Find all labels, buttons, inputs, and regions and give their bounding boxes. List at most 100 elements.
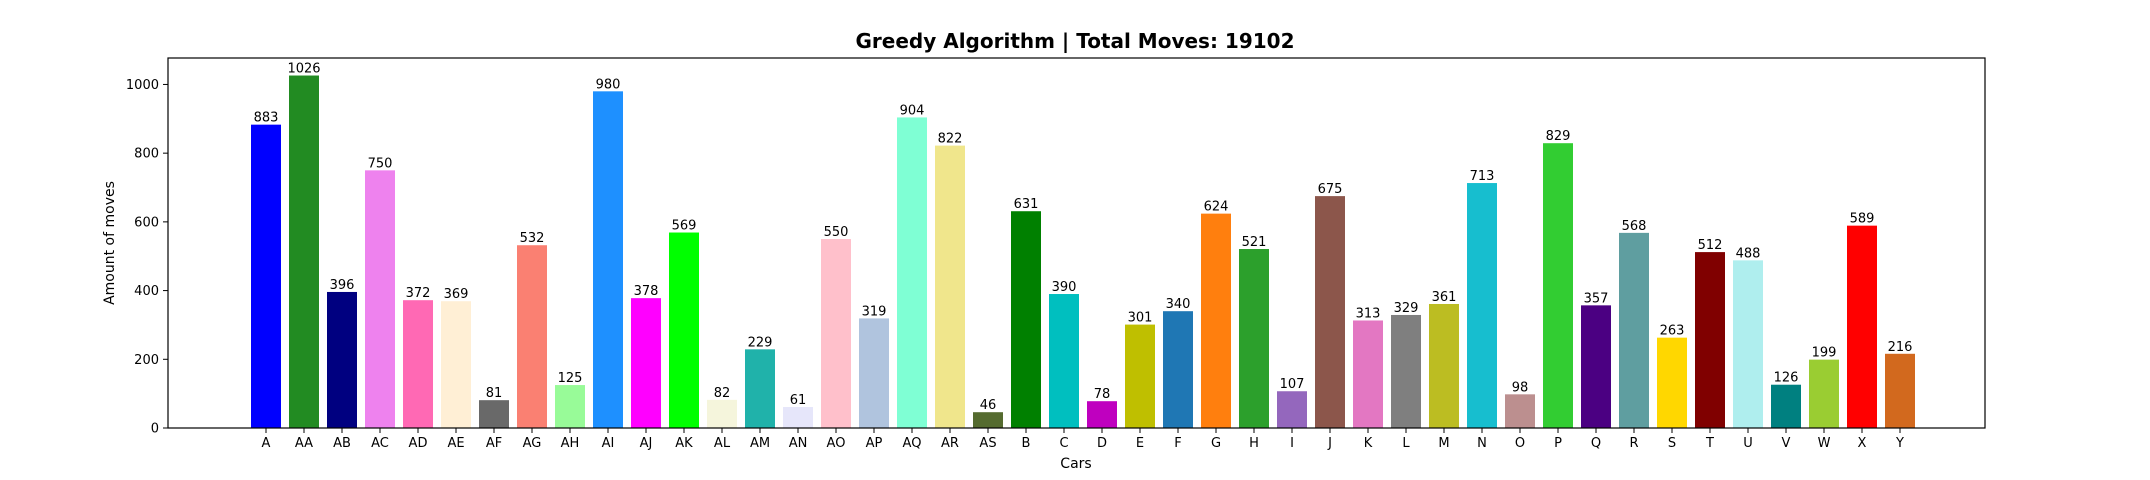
x-tick-label-d: D [1097, 436, 1107, 451]
x-tick-label-aj: AJ [640, 436, 653, 451]
bar-an [783, 407, 813, 428]
data-label-al: 82 [714, 386, 731, 401]
data-label-ap: 319 [862, 304, 887, 319]
bar-aa [289, 75, 319, 429]
bar-j [1315, 196, 1345, 428]
x-tick-label-h: H [1249, 436, 1259, 451]
data-label-ai: 980 [596, 77, 621, 92]
data-label-c: 390 [1052, 280, 1077, 295]
y-tick-label-400: 400 [134, 284, 159, 299]
data-label-as: 46 [980, 398, 997, 413]
x-tick-label-ab: AB [333, 436, 351, 451]
x-tick-label-an: AN [789, 436, 808, 451]
bar-am [745, 349, 775, 428]
data-label-ak: 569 [672, 219, 697, 234]
data-label-k: 313 [1356, 306, 1381, 321]
x-tick-label-v: V [1782, 436, 1791, 451]
bar-g [1201, 213, 1231, 428]
x-tick-label-ad: AD [409, 436, 428, 451]
data-label-q: 357 [1584, 291, 1609, 306]
bar-k [1353, 320, 1383, 428]
x-tick-label-ah: AH [561, 436, 580, 451]
data-label-ae: 369 [444, 287, 469, 302]
bar-y [1885, 353, 1915, 428]
bar-t [1695, 252, 1725, 428]
data-label-h: 521 [1242, 235, 1267, 250]
data-label-am: 229 [748, 335, 773, 350]
x-tick-label-n: N [1477, 436, 1487, 451]
data-label-n: 713 [1470, 169, 1495, 184]
data-label-b: 631 [1014, 197, 1039, 212]
y-tick-label-1000: 1000 [126, 78, 159, 93]
bar-u [1733, 260, 1763, 428]
y-tick-label-600: 600 [134, 215, 159, 230]
bar-ao [821, 239, 851, 428]
bar-q [1581, 305, 1611, 428]
data-label-an: 61 [790, 393, 807, 408]
x-tick-label-ai: AI [602, 436, 615, 451]
bar-r [1619, 232, 1649, 428]
data-label-o: 98 [1512, 380, 1529, 395]
y-tick-label-0: 0 [151, 422, 159, 437]
data-label-j: 675 [1318, 182, 1343, 197]
x-tick-label-j: J [1327, 436, 1332, 451]
bar-as [973, 412, 1003, 428]
data-label-w: 199 [1812, 346, 1837, 361]
x-axis: A AA AB AC AD AE AF AG AH AI AJ AK AL AM AN AO AP AQ AR AS B… [262, 428, 1904, 451]
x-tick-label-ap: AP [866, 436, 883, 451]
bar-ad [403, 300, 433, 428]
data-label-ad: 372 [406, 286, 431, 301]
data-label-ac: 750 [368, 156, 393, 171]
x-tick-label-i: I [1290, 436, 1294, 451]
bar-i [1277, 391, 1307, 428]
x-tick-label-aa: AA [295, 436, 313, 451]
x-tick-label-u: U [1743, 436, 1753, 451]
bar-m [1429, 303, 1459, 428]
bar-ab [327, 291, 357, 428]
y-axis-label: Amount of moves [102, 181, 118, 305]
data-label-l: 329 [1394, 301, 1419, 316]
x-tick-label-e: E [1136, 436, 1144, 451]
x-tick-label-k: K [1364, 436, 1373, 451]
bar-ae [441, 301, 471, 428]
data-label-aq: 904 [900, 103, 925, 118]
x-tick-label-p: P [1554, 436, 1562, 451]
x-tick-label-s: S [1668, 436, 1676, 451]
data-label-ab: 396 [330, 278, 355, 293]
x-tick-label-t: T [1705, 436, 1714, 451]
bar-a [251, 124, 281, 429]
x-tick-label-m: M [1438, 436, 1449, 451]
chart-title: Greedy Algorithm | Total Moves: 19102 [856, 29, 1295, 53]
x-tick-label-ao: AO [827, 436, 846, 451]
bar-ap [859, 318, 889, 428]
bar-o [1505, 394, 1535, 428]
data-label-p: 829 [1546, 129, 1571, 144]
data-label-s: 263 [1660, 324, 1685, 339]
data-label-af: 81 [486, 386, 503, 401]
bar-v [1771, 384, 1801, 428]
data-label-x: 589 [1850, 212, 1875, 227]
x-tick-label-g: G [1211, 436, 1221, 451]
bar-f [1163, 311, 1193, 428]
bar-b [1011, 211, 1041, 428]
data-label-e: 301 [1128, 311, 1153, 326]
bar-e [1125, 324, 1155, 428]
x-tick-label-c: C [1059, 436, 1068, 451]
bar-ac [365, 170, 395, 428]
bar-af [479, 400, 509, 428]
bar-s [1657, 337, 1687, 428]
bar-c [1049, 294, 1079, 428]
data-label-ag: 532 [520, 231, 545, 246]
data-label-ao: 550 [824, 225, 849, 240]
y-tick-label-200: 200 [134, 353, 159, 368]
x-tick-label-l: L [1402, 436, 1410, 451]
y-tick-label-800: 800 [134, 147, 159, 162]
x-tick-label-ag: AG [523, 436, 542, 451]
x-tick-label-ar: AR [941, 436, 959, 451]
x-axis-label: Cars [1060, 456, 1091, 472]
bar-ar [935, 145, 965, 428]
data-label-ar: 822 [938, 132, 963, 147]
